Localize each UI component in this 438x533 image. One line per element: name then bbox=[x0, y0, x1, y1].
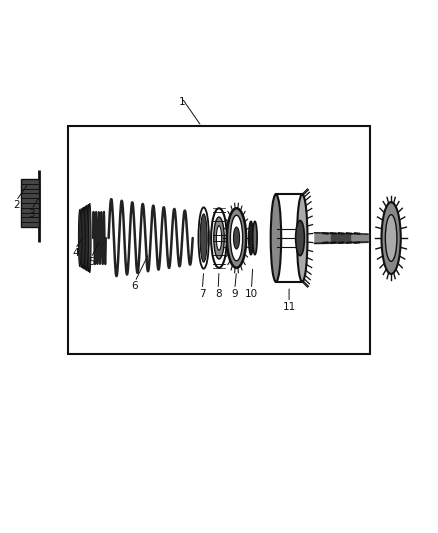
Text: 6: 6 bbox=[131, 281, 138, 291]
Text: 5: 5 bbox=[88, 257, 95, 267]
Ellipse shape bbox=[81, 208, 84, 268]
Text: 1: 1 bbox=[178, 97, 185, 107]
Ellipse shape bbox=[211, 208, 227, 268]
Text: 4: 4 bbox=[72, 248, 79, 259]
Ellipse shape bbox=[253, 221, 257, 255]
Ellipse shape bbox=[84, 206, 87, 270]
Ellipse shape bbox=[198, 207, 209, 269]
Ellipse shape bbox=[296, 221, 304, 255]
Ellipse shape bbox=[385, 215, 397, 261]
Ellipse shape bbox=[271, 194, 281, 282]
Ellipse shape bbox=[381, 202, 401, 274]
Text: 10: 10 bbox=[245, 289, 258, 298]
Bar bbox=[68, 126, 370, 354]
Ellipse shape bbox=[88, 204, 91, 273]
Ellipse shape bbox=[297, 194, 307, 282]
Text: 7: 7 bbox=[199, 289, 206, 298]
Ellipse shape bbox=[216, 226, 222, 251]
Ellipse shape bbox=[227, 208, 246, 268]
Ellipse shape bbox=[80, 209, 82, 268]
Ellipse shape bbox=[87, 204, 90, 272]
Ellipse shape bbox=[78, 209, 81, 266]
Ellipse shape bbox=[83, 207, 85, 269]
Ellipse shape bbox=[230, 215, 243, 261]
Text: 11: 11 bbox=[283, 302, 296, 312]
Bar bbox=[21, 179, 39, 227]
Text: 3: 3 bbox=[28, 209, 35, 219]
Ellipse shape bbox=[200, 214, 207, 262]
Text: 8: 8 bbox=[215, 289, 222, 298]
Ellipse shape bbox=[85, 205, 88, 271]
Ellipse shape bbox=[233, 227, 240, 249]
Ellipse shape bbox=[214, 217, 224, 259]
Text: 9: 9 bbox=[231, 289, 238, 298]
Ellipse shape bbox=[249, 221, 253, 255]
Text: 2: 2 bbox=[13, 200, 20, 210]
